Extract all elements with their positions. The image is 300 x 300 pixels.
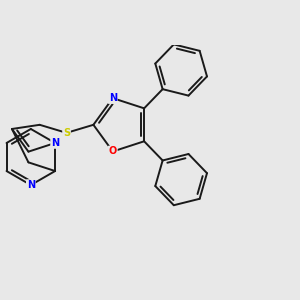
Text: S: S: [63, 128, 70, 138]
Text: N: N: [27, 180, 35, 190]
Text: N: N: [51, 138, 59, 148]
Text: N: N: [109, 93, 117, 103]
Text: O: O: [109, 146, 117, 157]
